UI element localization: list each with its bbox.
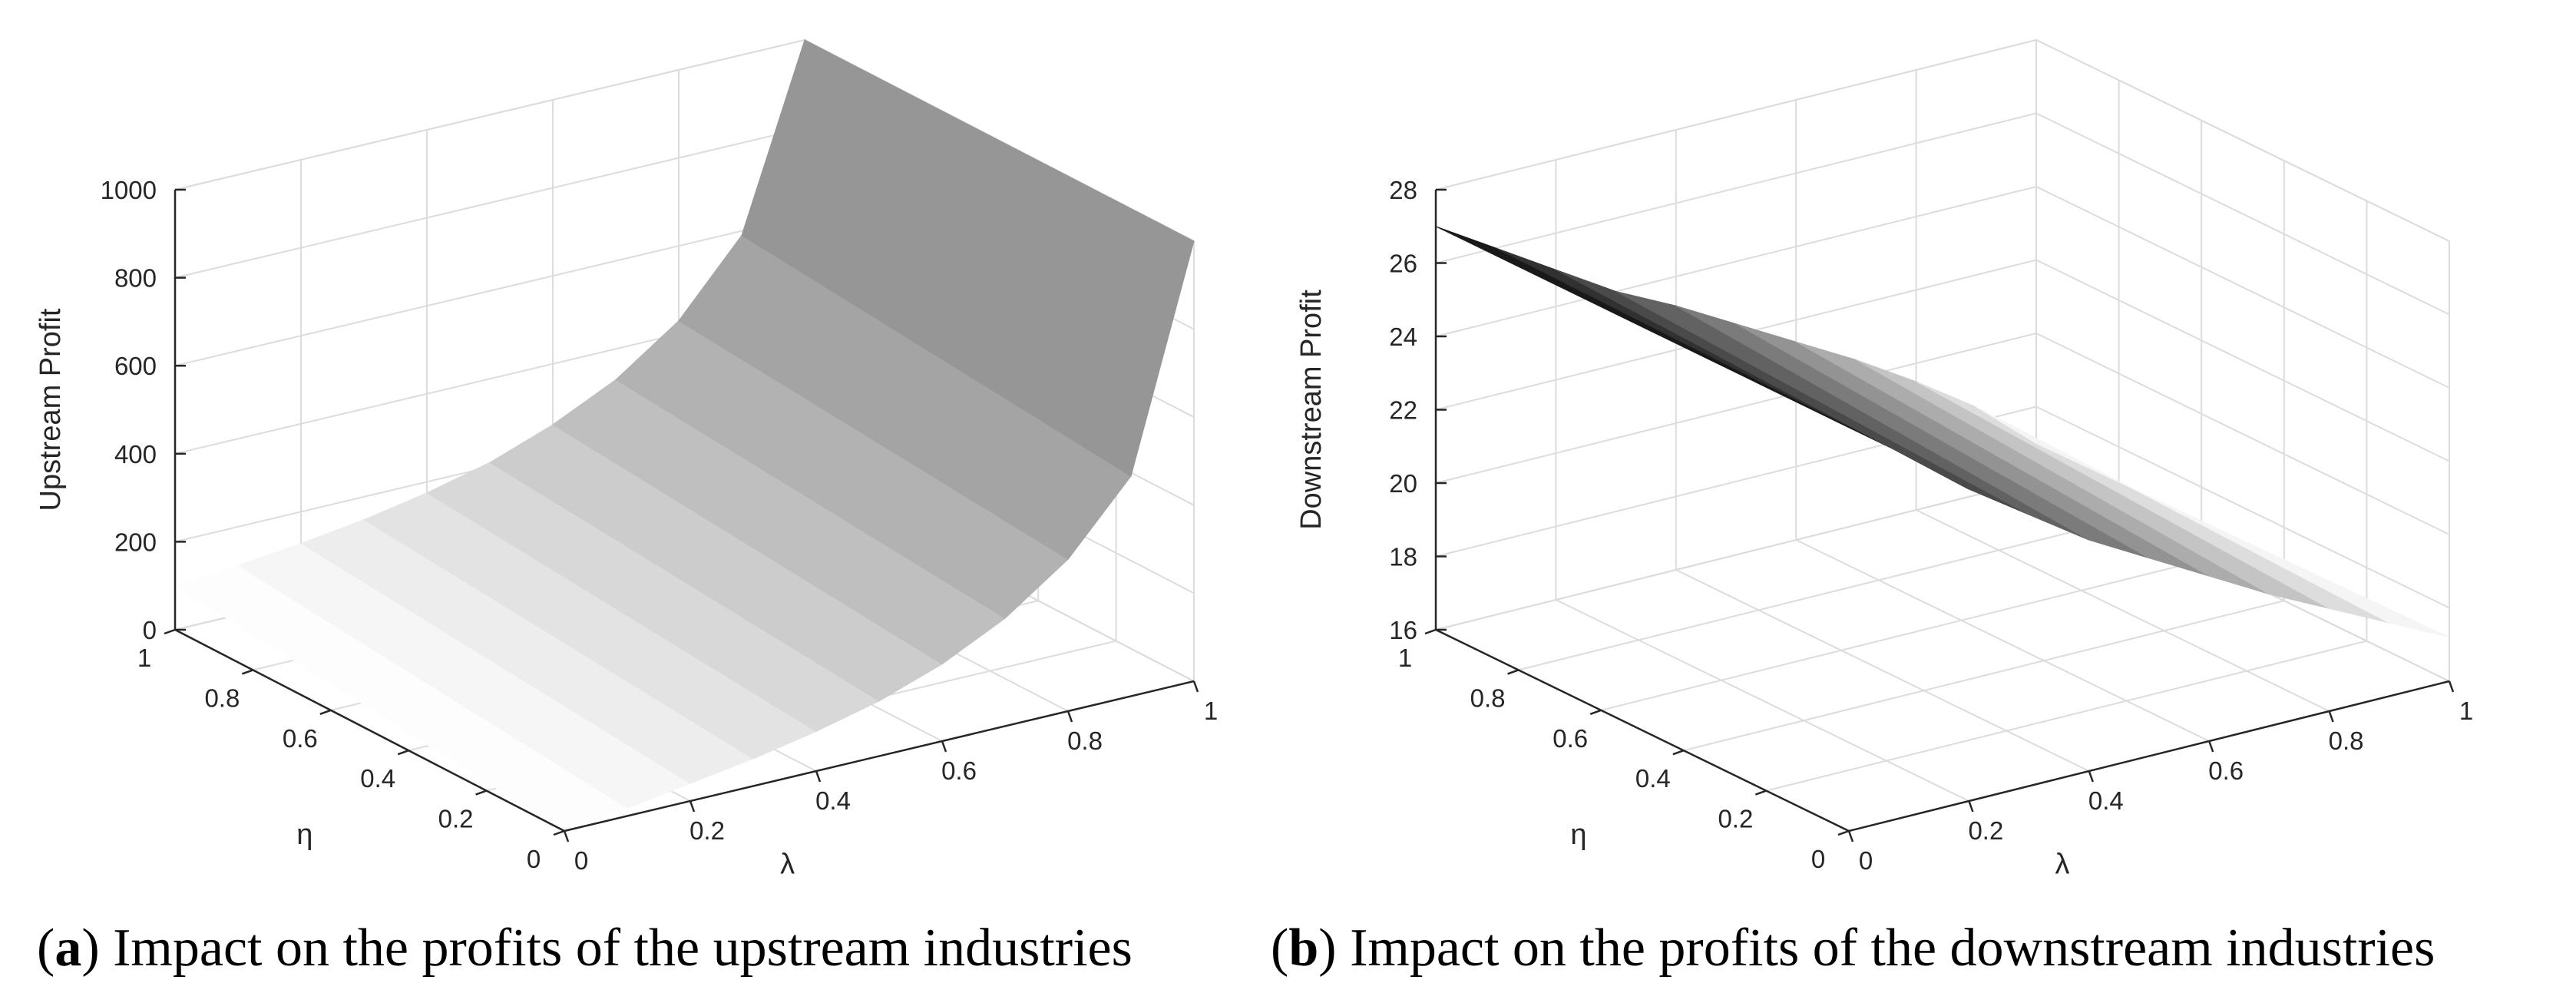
panel-a-lambda-tick-label: 0.8 (1067, 727, 1103, 755)
panel-b-surface-patch (1435, 226, 1910, 457)
panel-b-surface-patch (1795, 341, 2270, 595)
panel-a-lambda-tick-label: 0.2 (689, 816, 725, 845)
panel-b-z-tick-label: 16 (1389, 616, 1417, 644)
panel-a-eta-tick-label: 0 (527, 845, 541, 873)
panel-a-lambda-tick-label: 0 (574, 846, 588, 875)
panel-b-surface-patch (1976, 406, 2450, 638)
panel-a-z-tick-label: 600 (114, 352, 157, 380)
panel-b-eta-axis (1435, 628, 1850, 833)
panel-b-eta-tick-label: 0 (1811, 845, 1825, 873)
panel-a-surface (174, 39, 1195, 832)
panel-a-z-tick-label: 0 (143, 616, 157, 644)
panel-a-eta-tick-label: 0.4 (360, 764, 395, 793)
panel-a-z-tick-label: 1000 (101, 176, 157, 204)
panel-a-lambda-axis-label: λ (780, 849, 795, 881)
caption-a-text: Impact on the profits of the upstream in… (113, 919, 1133, 978)
panel-a-lambda-axis (564, 680, 1195, 833)
panel-a-eta-axis (174, 628, 565, 833)
panel-b-z-tick-label: 22 (1389, 396, 1417, 425)
panel-a-lambda-tick-label: 0.6 (941, 756, 977, 785)
panel-b-eta-tick-label: 1 (1398, 644, 1412, 672)
panel-b-eta-tick-label: 0.2 (1718, 805, 1753, 833)
panel-b-eta-tick-label: 0.6 (1553, 724, 1588, 753)
caption-b-letter: b (1288, 919, 1319, 978)
caption-a: (a) Impact on the profits of the upstrea… (37, 919, 1133, 978)
panel-b-z-axis-label: Downstream Profit (1295, 290, 1328, 530)
panel-b-lambda-tick-label: 0.4 (2088, 786, 2124, 815)
panel-b-lambda-tick-label: 1 (2459, 697, 2473, 725)
panel-a-eta-axis-label: η (296, 819, 312, 851)
panel-b-eta-axis-label: η (1570, 819, 1586, 851)
panel-a-eta-tick-label: 0.8 (204, 684, 240, 712)
panel-a-eta-tick-label: 0.2 (438, 805, 474, 833)
panel-a-eta-tick-label: 0.6 (283, 724, 318, 753)
panel-b-surface-patch (1556, 269, 2029, 515)
panel-b-eta-tick-label: 0.4 (1635, 764, 1671, 793)
panel-b-lambda-tick-label: 0.8 (2329, 727, 2364, 755)
panel-a-z-axis-label: Upstream Profit (35, 308, 67, 511)
panel-b-lambda-axis-label: λ (2055, 849, 2070, 881)
panel-b-z-tick-label: 28 (1389, 176, 1417, 204)
panel-a-z-tick-label: 400 (114, 440, 157, 468)
panel-b-eta-tick-label: 0.8 (1470, 684, 1506, 712)
panel-b-surface-patch (1615, 291, 2090, 541)
panel-b-lambda-tick-label: 0.2 (1968, 816, 2003, 845)
panel-b-lambda-tick-label: 0 (1859, 846, 1873, 875)
caption-a-letter: a (55, 919, 82, 978)
panel-b-z-tick-label: 18 (1389, 543, 1417, 571)
panel-a-upstream-profit-chart: 00.20.40.60.8100.20.40.60.81020040060080… (35, 38, 1218, 881)
panel-b-downstream-profit-chart: 00.20.40.60.8100.20.40.60.81161820222426… (1295, 38, 2473, 881)
panel-b-lambda-axis (1848, 680, 2450, 833)
panel-b-z-tick-label: 20 (1389, 469, 1417, 498)
panel-a-z-tick-label: 800 (114, 264, 157, 293)
panel-a-z-tick-label: 200 (114, 528, 157, 556)
panel-a-lambda-tick-label: 0.4 (815, 786, 851, 815)
panel-b-z-tick-label: 24 (1389, 323, 1417, 351)
panel-a-lambda-tick-label: 1 (1204, 697, 1218, 725)
panel-b-z-tick-label: 26 (1389, 250, 1417, 278)
panel-b-surface-patch (1675, 305, 2150, 559)
panel-a-surface-patch (741, 39, 1195, 477)
panel-b-surface-patch (1916, 381, 2390, 624)
caption-b-text: Impact on the profits of the downstream … (1350, 919, 2435, 978)
panel-b-lambda-tick-label: 0.6 (2208, 756, 2244, 785)
panel-b-surface-patch (1856, 359, 2330, 609)
panel-b-surface (1435, 226, 2450, 638)
caption-b: (b) Impact on the profits of the downstr… (1271, 919, 2435, 978)
panel-a-eta-tick-label: 1 (137, 644, 151, 672)
